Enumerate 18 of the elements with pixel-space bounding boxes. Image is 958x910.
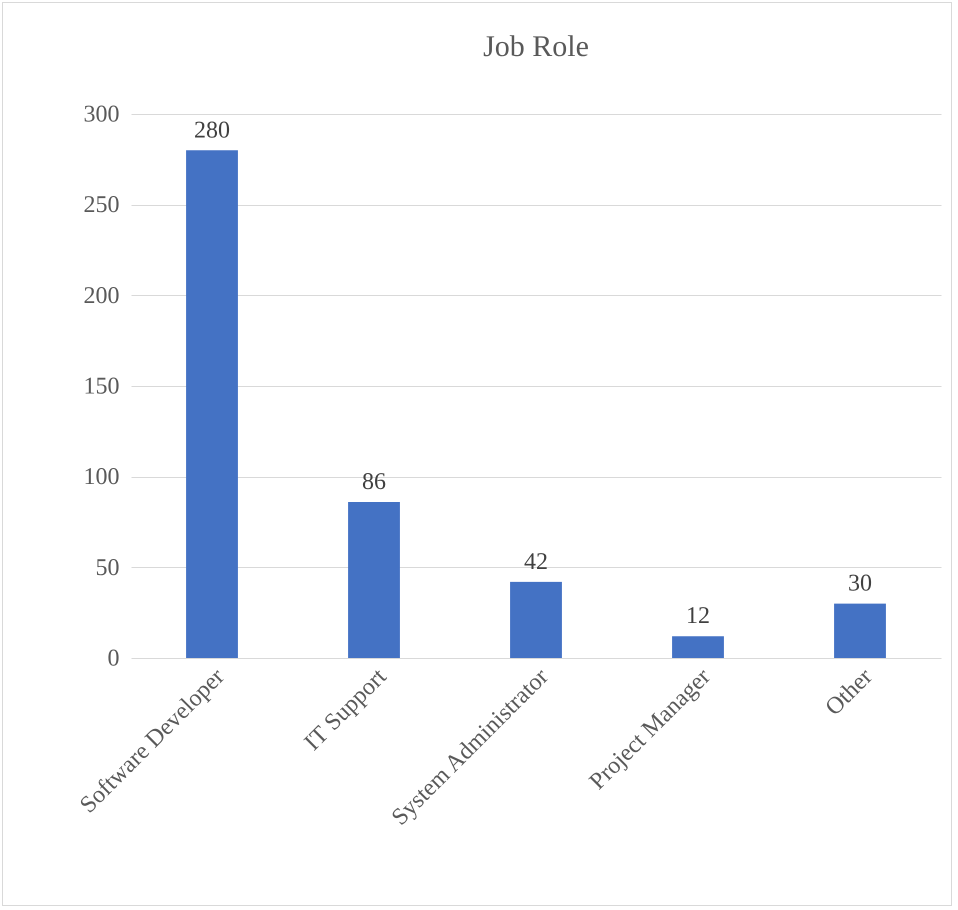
bar — [834, 604, 886, 658]
data-label: 30 — [848, 570, 872, 597]
bar — [186, 150, 238, 658]
bar — [510, 582, 562, 658]
y-tick-label: 0 — [108, 646, 120, 672]
y-tick-label: 300 — [84, 102, 120, 128]
y-tick-label: 250 — [84, 192, 120, 218]
y-tick-label: 150 — [84, 374, 120, 400]
y-tick-label: 100 — [84, 464, 120, 490]
bar — [348, 502, 400, 658]
chart-title: Job Role — [483, 30, 589, 63]
y-tick-label: 50 — [96, 554, 120, 581]
bar — [672, 636, 724, 658]
data-label: 86 — [362, 469, 386, 496]
data-label: 42 — [524, 548, 548, 575]
data-label: 280 — [194, 117, 230, 144]
y-tick-label: 200 — [84, 282, 120, 309]
data-label: 12 — [686, 603, 710, 630]
